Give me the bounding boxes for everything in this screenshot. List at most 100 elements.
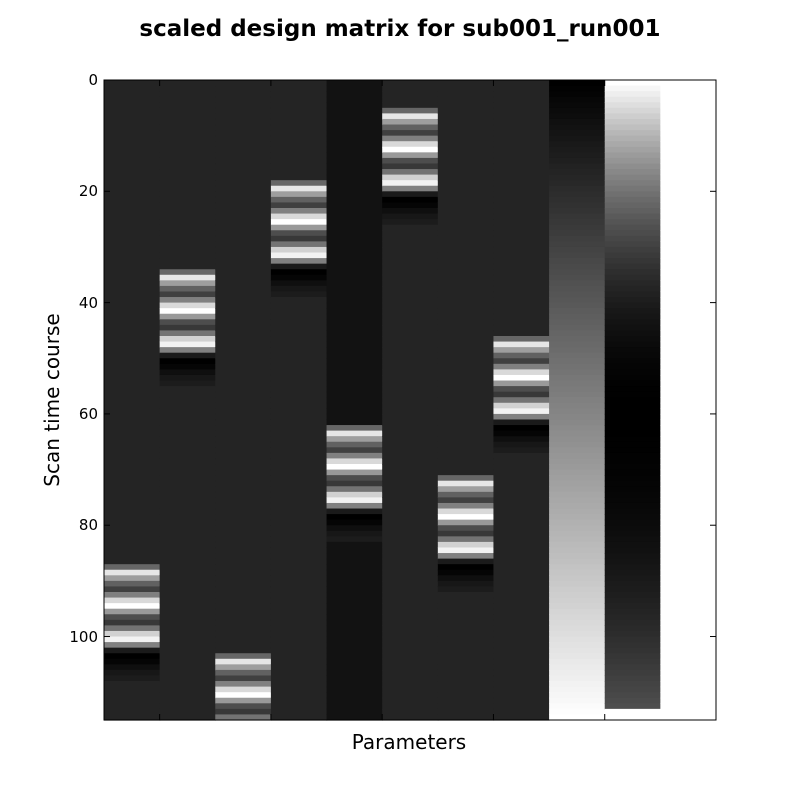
heatmap-cell (215, 586, 272, 593)
heatmap-cell (549, 580, 606, 588)
heatmap-cell (104, 619, 161, 626)
heatmap-cell (437, 358, 495, 365)
heatmap-cell (660, 319, 717, 326)
heatmap-cell (493, 664, 550, 671)
heatmap-cell (493, 235, 550, 242)
heatmap-cell (215, 592, 272, 599)
heatmap-cell (437, 486, 495, 493)
heatmap-cell (382, 363, 439, 370)
heatmap-cell (104, 280, 161, 287)
heatmap-cell (604, 625, 661, 632)
heatmap-cell (104, 425, 161, 432)
heatmap-cell (493, 425, 550, 432)
heatmap-cell (326, 708, 383, 716)
heatmap-cell (270, 102, 328, 109)
heatmap-cell (382, 430, 439, 437)
heatmap-cell (270, 113, 328, 120)
heatmap-cell (437, 541, 495, 549)
heatmap-cell (326, 118, 383, 126)
heatmap-cell (104, 297, 161, 304)
heatmap-cell (549, 436, 606, 443)
heatmap-cell (437, 714, 495, 721)
heatmap-cell (270, 369, 328, 376)
heatmap-cell (104, 419, 161, 426)
heatmap-cell (604, 447, 661, 454)
heatmap-cell (159, 452, 216, 460)
heatmap-cell (549, 486, 606, 493)
heatmap-cell (549, 80, 606, 87)
heatmap-cell (326, 514, 383, 521)
heatmap-cell (493, 508, 550, 515)
heatmap-cell (326, 681, 383, 688)
heatmap-cell (159, 391, 216, 398)
heatmap-cell (660, 608, 717, 615)
heatmap-cell (159, 397, 216, 404)
heatmap-cell (493, 703, 550, 710)
heatmap-cell (270, 336, 328, 343)
heatmap-cell (604, 107, 661, 114)
heatmap-cell (159, 152, 216, 159)
heatmap-cell (437, 369, 495, 376)
heatmap-cell (215, 681, 272, 688)
heatmap-cell (493, 146, 550, 153)
heatmap-cell (660, 397, 717, 404)
heatmap-cell (660, 330, 717, 337)
heatmap-cell (270, 592, 328, 599)
heatmap-cell (215, 413, 272, 421)
heatmap-cell (159, 441, 216, 448)
heatmap-cell (215, 714, 272, 721)
heatmap-cell (437, 653, 495, 660)
heatmap-cell (270, 96, 328, 103)
heatmap-cell (493, 369, 550, 376)
heatmap-cell (270, 130, 328, 137)
heatmap-cell (215, 436, 272, 443)
heatmap-cell (382, 397, 439, 404)
heatmap-cell (437, 619, 495, 626)
heatmap-cell (604, 352, 661, 359)
heatmap-cell (159, 308, 216, 315)
heatmap-cell (493, 519, 550, 526)
heatmap-cell (549, 324, 606, 332)
heatmap-cell (215, 425, 272, 432)
heatmap-cell (549, 692, 606, 699)
heatmap-cell (382, 174, 439, 181)
heatmap-cell (604, 319, 661, 326)
heatmap-cell (159, 425, 216, 432)
heatmap-cell (660, 692, 717, 699)
heatmap-cell (326, 280, 383, 287)
heatmap-cell (493, 285, 550, 293)
heatmap-cell (104, 391, 161, 398)
heatmap-cell (437, 258, 495, 265)
heatmap-cell (159, 91, 216, 98)
heatmap-cell (604, 297, 661, 304)
heatmap-cell (549, 230, 606, 237)
heatmap-cell (104, 592, 161, 599)
heatmap-cell (437, 102, 495, 109)
heatmap-cell (326, 530, 383, 537)
heatmap-cell (549, 703, 606, 710)
heatmap-cell (437, 374, 495, 382)
heatmap-cell (104, 269, 161, 276)
heatmap-cell (104, 330, 161, 337)
heatmap-cell (326, 653, 383, 660)
heatmap-cell (382, 681, 439, 688)
heatmap-cell (604, 452, 661, 460)
heatmap-cell (104, 669, 161, 677)
heatmap-cell (326, 319, 383, 326)
heatmap-cell (104, 636, 161, 643)
heatmap-cell (159, 402, 216, 409)
heatmap-cell (215, 530, 272, 537)
heatmap-cell (549, 681, 606, 688)
heatmap-cell (549, 636, 606, 643)
heatmap-cell (437, 141, 495, 148)
heatmap-cell (382, 664, 439, 671)
heatmap-cell (326, 135, 383, 142)
heatmap-cell (382, 530, 439, 537)
heatmap-cell (159, 185, 216, 192)
heatmap-cell (437, 419, 495, 426)
heatmap-cell (382, 91, 439, 98)
heatmap-cell (270, 536, 328, 543)
heatmap-cell (382, 291, 439, 298)
heatmap-cell (437, 525, 495, 532)
heatmap-cell (549, 374, 606, 382)
